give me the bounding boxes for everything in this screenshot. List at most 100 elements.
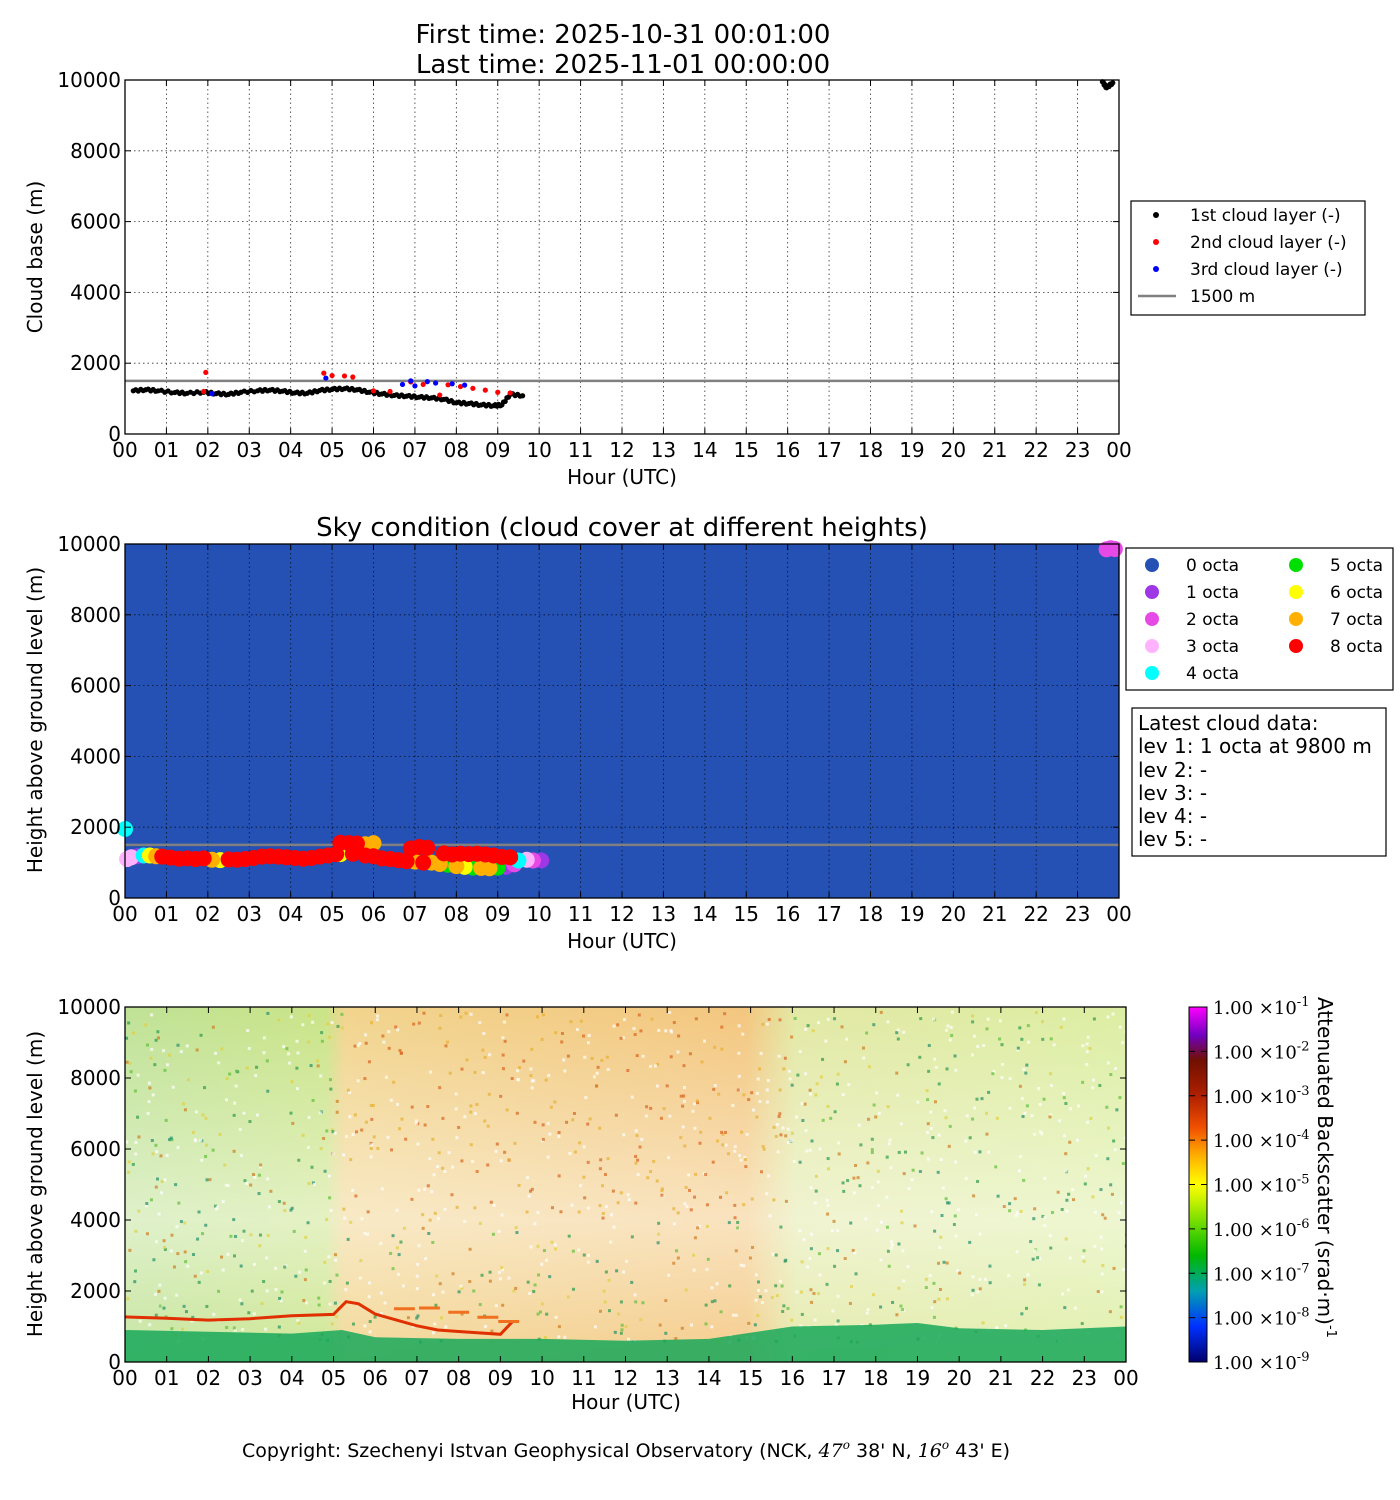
backscatter-speckle bbox=[150, 1047, 154, 1051]
backscatter-speckle bbox=[620, 1323, 624, 1327]
backscatter-speckle bbox=[540, 1037, 544, 1041]
backscatter-speckle bbox=[125, 1140, 129, 1144]
backscatter-speckle bbox=[238, 1127, 242, 1131]
backscatter-speckle bbox=[1026, 1273, 1030, 1277]
backscatter-speckle bbox=[194, 1110, 198, 1114]
backscatter-speckle bbox=[572, 1111, 576, 1115]
backscatter-speckle bbox=[375, 1018, 379, 1022]
backscatter-speckle bbox=[817, 1021, 821, 1025]
backscatter-speckle bbox=[777, 1054, 781, 1058]
backscatter-speckle bbox=[380, 1187, 384, 1191]
backscatter-speckle bbox=[829, 1116, 833, 1120]
backscatter-speckle bbox=[354, 1130, 358, 1134]
backscatter-speckle bbox=[809, 1186, 813, 1190]
backscatter-speckle bbox=[160, 1191, 164, 1195]
legend-marker-layer2 bbox=[1153, 239, 1159, 245]
legend-label-layer2: 2nd cloud layer (-) bbox=[1190, 233, 1347, 253]
backscatter-speckle bbox=[478, 1303, 482, 1307]
backscatter-speckle bbox=[981, 1321, 985, 1325]
backscatter-speckle bbox=[601, 1184, 605, 1188]
backscatter-xtick-label: 06 bbox=[363, 1366, 388, 1390]
backscatter-speckle bbox=[866, 1161, 870, 1165]
backscatter-speckle bbox=[162, 1049, 166, 1053]
backscatter-speckle bbox=[363, 1324, 367, 1328]
backscatter-speckle bbox=[1121, 1041, 1125, 1045]
backscatter-speckle bbox=[158, 1283, 162, 1287]
backscatter-speckle bbox=[931, 1136, 935, 1140]
backscatter-speckle bbox=[469, 1143, 473, 1147]
backscatter-speckle bbox=[1099, 1235, 1103, 1239]
backscatter-speckle bbox=[434, 1303, 438, 1307]
colorbar-label-text: Attenuated Backscatter (srad·m)-1 bbox=[1313, 997, 1338, 1338]
backscatter-speckle bbox=[776, 1150, 780, 1154]
backscatter-speckle bbox=[976, 1044, 980, 1048]
backscatter-speckle bbox=[784, 1199, 788, 1203]
backscatter-speckle bbox=[327, 1255, 331, 1259]
backscatter-speckle bbox=[810, 1300, 814, 1304]
backscatter-speckle bbox=[398, 1048, 402, 1052]
backscatter-speckle bbox=[128, 1061, 132, 1065]
backscatter-speckle bbox=[887, 1264, 891, 1268]
backscatter-speckle bbox=[821, 1057, 825, 1061]
backscatter-speckle bbox=[443, 1207, 447, 1211]
sky-xtick-label: 07 bbox=[402, 902, 427, 926]
backscatter-speckle bbox=[312, 1182, 316, 1186]
backscatter-speckle bbox=[731, 1313, 735, 1317]
backscatter-xtick-label: 22 bbox=[1030, 1366, 1055, 1390]
backscatter-speckle bbox=[1043, 1224, 1047, 1228]
backscatter-speckle bbox=[577, 1248, 581, 1252]
sky-octa-8-point bbox=[195, 850, 212, 867]
backscatter-speckle bbox=[1024, 1071, 1028, 1075]
backscatter-speckle bbox=[577, 1210, 581, 1214]
legend-marker-layer3 bbox=[1153, 266, 1159, 272]
backscatter-speckle bbox=[472, 1289, 476, 1293]
backscatter-speckle bbox=[809, 1288, 813, 1292]
backscatter-speckle bbox=[1122, 1268, 1126, 1272]
backscatter-speckle bbox=[431, 1240, 435, 1244]
backscatter-speckle bbox=[358, 1276, 362, 1280]
backscatter-speckle bbox=[296, 1319, 300, 1323]
backscatter-speckle bbox=[517, 1183, 521, 1187]
backscatter-speckle bbox=[648, 1064, 652, 1068]
backscatter-speckle bbox=[788, 1077, 792, 1081]
backscatter-speckle bbox=[431, 1293, 435, 1297]
backscatter-speckle bbox=[950, 1010, 954, 1014]
cloud-layer-3-point bbox=[449, 381, 455, 387]
backscatter-speckle bbox=[635, 1134, 639, 1138]
backscatter-speckle bbox=[426, 1105, 430, 1109]
sky-xtick-label: 04 bbox=[278, 902, 303, 926]
backscatter-speckle bbox=[554, 1315, 558, 1319]
backscatter-speckle bbox=[994, 1165, 998, 1169]
backscatter-speckle bbox=[529, 1189, 533, 1193]
backscatter-xtick-label: 16 bbox=[780, 1366, 805, 1390]
legend-marker-layer1 bbox=[1153, 212, 1159, 218]
backscatter-speckle bbox=[507, 1158, 511, 1162]
backscatter-speckle bbox=[742, 1093, 746, 1097]
backscatter-speckle bbox=[827, 1167, 831, 1171]
backscatter-speckle bbox=[363, 1077, 367, 1081]
backscatter-speckle bbox=[871, 1293, 875, 1297]
backscatter-speckle bbox=[435, 1274, 439, 1278]
backscatter-speckle bbox=[970, 1053, 974, 1057]
backscatter-speckle bbox=[483, 1055, 487, 1059]
backscatter-speckle bbox=[381, 1034, 385, 1038]
backscatter-speckle bbox=[691, 1109, 695, 1113]
cloud-layer-3-point bbox=[408, 378, 414, 384]
backscatter-speckle bbox=[819, 1075, 823, 1079]
backscatter-speckle bbox=[530, 1187, 534, 1191]
backscatter-speckle bbox=[1048, 1234, 1052, 1238]
backscatter-speckle bbox=[565, 1120, 569, 1124]
backscatter-speckle bbox=[294, 1274, 298, 1278]
backscatter-speckle bbox=[604, 1270, 608, 1274]
backscatter-speckle bbox=[546, 1122, 550, 1126]
backscatter-speckle bbox=[218, 1132, 222, 1136]
backscatter-speckle bbox=[612, 1225, 616, 1229]
backscatter-speckle bbox=[926, 1157, 930, 1161]
backscatter-speckle bbox=[547, 1073, 551, 1077]
backscatter-speckle bbox=[944, 1197, 948, 1201]
cloud-layer-2-point bbox=[495, 389, 501, 395]
backscatter-speckle bbox=[896, 1037, 900, 1041]
backscatter-speckle bbox=[568, 1151, 572, 1155]
